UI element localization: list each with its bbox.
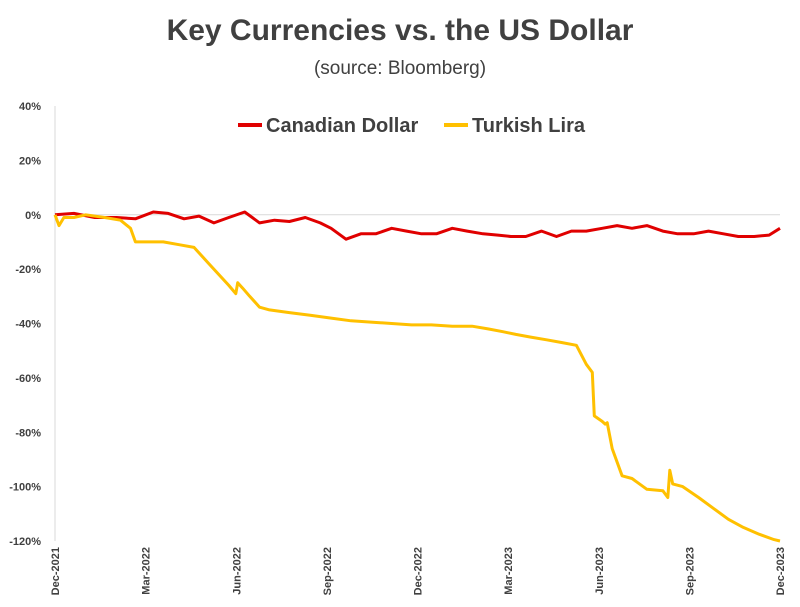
x-tick-label: Mar-2023: [503, 547, 515, 595]
y-tick-label: -60%: [15, 373, 41, 385]
x-tick-label: Mar-2022: [141, 547, 153, 595]
y-tick-label: -80%: [15, 427, 41, 439]
x-tick-label: Jun-2023: [594, 547, 606, 595]
x-tick-label: Sep-2023: [684, 547, 696, 595]
x-tick-label: Dec-2022: [413, 547, 425, 595]
x-tick-label: Dec-2023: [775, 547, 787, 595]
series-line-canadian-dollar: [54, 210, 781, 241]
legend-label-turkish-lira: Turkish Lira: [472, 115, 586, 137]
y-tick-label: 0%: [25, 210, 41, 222]
x-tick-label: Jun-2022: [231, 547, 243, 595]
chart-title: Key Currencies vs. the US Dollar: [166, 14, 634, 47]
y-tick-label: 40%: [19, 101, 41, 113]
x-tick-label: Dec-2021: [50, 547, 62, 595]
y-tick-label: -20%: [15, 264, 41, 276]
y-tick-label: 20%: [19, 155, 41, 167]
y-tick-label: -120%: [9, 536, 41, 548]
legend-label-canadian-dollar: Canadian Dollar: [266, 115, 418, 137]
x-tick-label: Sep-2022: [322, 547, 334, 595]
chart-subtitle: (source: Bloomberg): [313, 58, 487, 79]
y-tick-label: -40%: [15, 319, 41, 331]
y-tick-label: -100%: [9, 482, 41, 494]
series-line-turkish-lira: [53, 213, 781, 543]
